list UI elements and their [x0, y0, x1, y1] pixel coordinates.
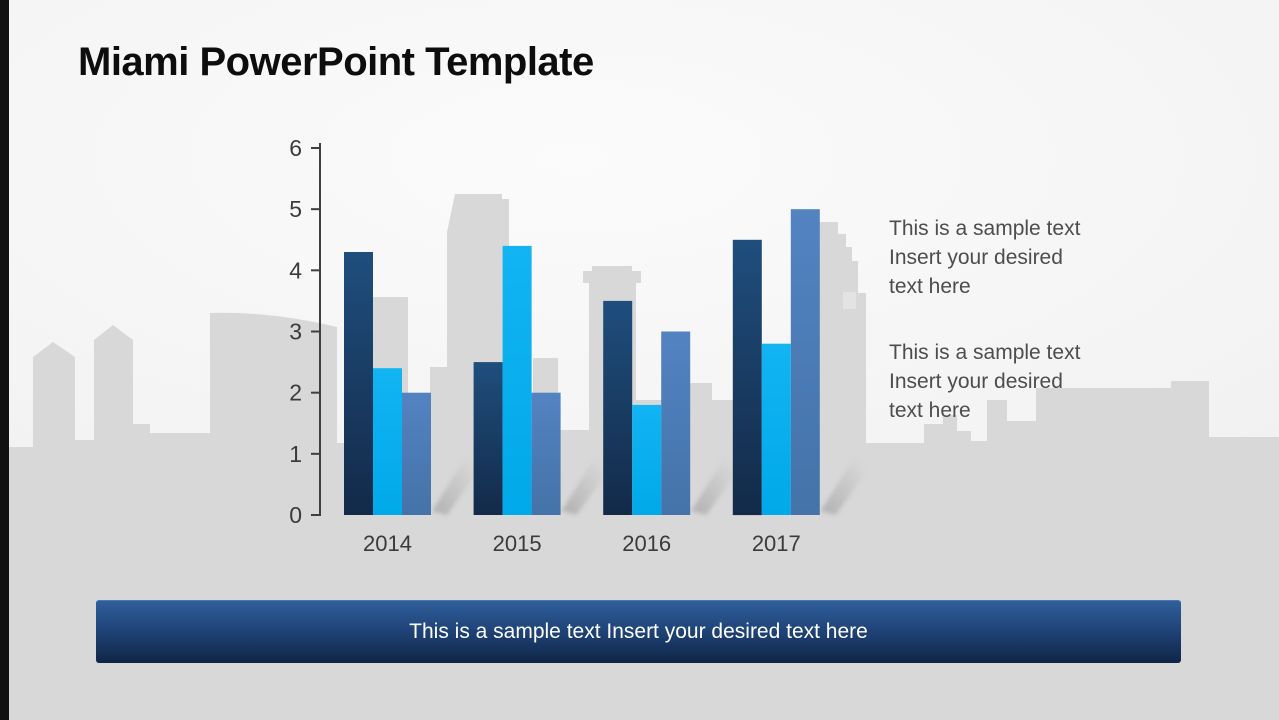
sample-text-line: This is a sample text	[889, 217, 1081, 240]
bar-group-shadow	[820, 447, 877, 515]
skyline-tower-cap	[592, 266, 632, 273]
bar-2017-light-blue[interactable]	[761, 343, 791, 515]
sample-text-line: Insert your desired	[889, 246, 1063, 269]
sample-text-line: text here	[889, 275, 971, 298]
x-axis-category-label: 2016	[622, 531, 671, 556]
y-axis-tick-label: 6	[289, 135, 302, 161]
y-axis-tick-label: 5	[289, 196, 302, 222]
y-axis-tick-label: 3	[289, 319, 302, 345]
banner-text: This is a sample text Insert your desire…	[409, 620, 868, 643]
bar-2014-steel-blue[interactable]	[402, 392, 431, 515]
bottom-banner[interactable]: This is a sample text Insert your desire…	[96, 600, 1181, 663]
sample-text-block-2[interactable]: This is a sample text Insert your desire…	[889, 338, 1129, 425]
sample-text-line: Insert your desired	[889, 370, 1063, 393]
bar-2015-light-blue[interactable]	[502, 245, 532, 515]
sample-text-line: text here	[889, 399, 971, 422]
bar-2016-dark-blue[interactable]	[603, 300, 633, 515]
bar-2017-steel-blue[interactable]	[790, 209, 820, 515]
y-axis-tick-label: 2	[289, 380, 302, 406]
bar-2016-light-blue[interactable]	[632, 404, 662, 515]
bar-2014-light-blue[interactable]	[373, 368, 402, 515]
bar-2016-steel-blue[interactable]	[661, 331, 691, 516]
sample-text-line: This is a sample text	[889, 341, 1081, 364]
skyline-light-notch	[843, 292, 856, 309]
y-axis-tick-label: 1	[289, 441, 302, 467]
left-edge-bar	[0, 0, 9, 720]
x-axis-category-label: 2014	[363, 531, 412, 556]
sample-text-block-1[interactable]: This is a sample text Insert your desire…	[889, 214, 1129, 301]
bar-2015-dark-blue[interactable]	[473, 362, 503, 515]
slide-title[interactable]: Miami PowerPoint Template	[78, 40, 594, 84]
bar-2015-steel-blue[interactable]	[531, 392, 561, 515]
y-axis-tick-label: 0	[289, 502, 302, 528]
x-axis-category-label: 2015	[493, 531, 542, 556]
skyline-tower-cornice	[583, 271, 641, 283]
y-axis-tick-label: 4	[289, 257, 302, 283]
x-axis-category-label: 2017	[752, 531, 801, 556]
bar-2017-dark-blue[interactable]	[732, 239, 762, 516]
bar-2014-dark-blue[interactable]	[344, 252, 373, 515]
